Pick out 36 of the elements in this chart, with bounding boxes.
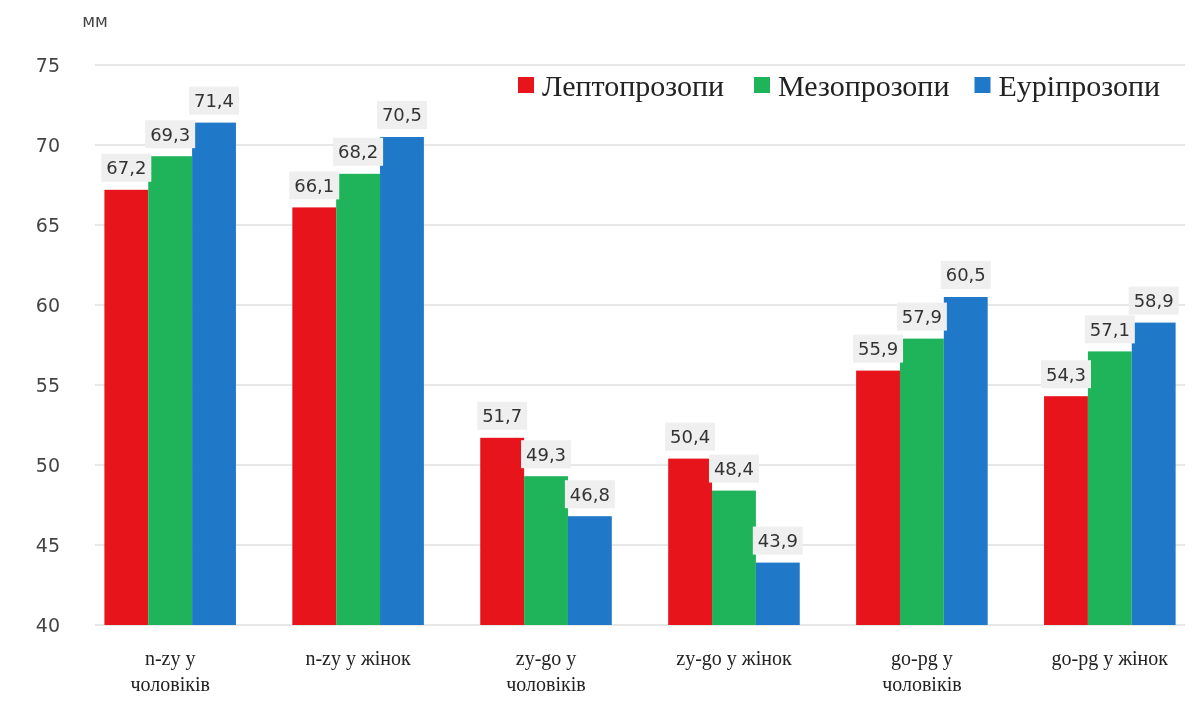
data-label: 60,5	[945, 264, 986, 286]
y-axis-title: мм	[82, 11, 108, 31]
data-label: 49,3	[526, 443, 567, 465]
x-tick-label: n-zy у чоловіків	[130, 647, 210, 695]
y-tick-label: 60	[35, 293, 60, 316]
y-tick-label: 50	[35, 453, 60, 476]
data-label: 57,1	[1089, 318, 1130, 340]
data-label: 70,5	[381, 104, 422, 126]
y-tick-label: 70	[35, 133, 60, 156]
data-label: 54,3	[1045, 363, 1087, 385]
y-tick-label: 40	[35, 613, 60, 636]
data-label: 58,9	[1133, 289, 1174, 311]
data-label: 71,4	[193, 89, 235, 111]
y-tick-label: 75	[35, 53, 60, 76]
x-tick-label: go-pg у чоловіків	[882, 647, 962, 695]
data-label: 66,1	[294, 174, 335, 196]
data-label: 43,9	[757, 529, 798, 551]
x-tick-label: zy-go у жінок	[676, 647, 792, 670]
data-label: 57,9	[901, 305, 942, 327]
legend-label: Лептопрозопи	[542, 68, 725, 102]
x-tick-label: zy-go у чоловіків	[506, 647, 586, 695]
data-label: 55,9	[858, 337, 899, 359]
data-label: 67,2	[106, 157, 147, 179]
data-label: 68,2	[338, 141, 379, 163]
y-tick-label: 45	[35, 533, 60, 556]
x-tick-label: go-pg у жінок	[1051, 647, 1169, 670]
legend-label: Еуріпрозопи	[998, 68, 1160, 102]
data-label: 48,4	[713, 457, 754, 479]
data-label: 50,4	[670, 425, 711, 447]
legend-label: Мезопрозопи	[778, 68, 950, 102]
x-tick-label: n-zy у жінок	[305, 647, 412, 670]
y-tick-label: 65	[35, 213, 60, 236]
data-label: 46,8	[569, 483, 610, 505]
y-tick-label: 55	[35, 373, 60, 396]
data-label: 51,7	[482, 405, 523, 427]
data-label: 69,3	[150, 123, 191, 145]
